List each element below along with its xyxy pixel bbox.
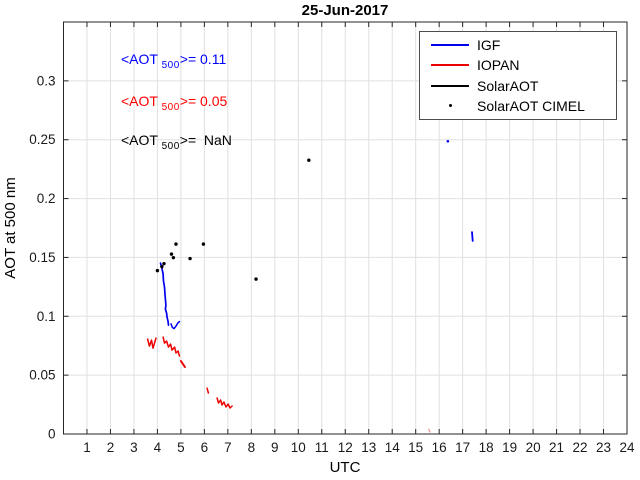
- series-segment-iopan: [146, 337, 157, 349]
- legend-item-solaraot-cimel: SolarAOT CIMEL: [420, 96, 616, 115]
- y-tick-label: 0.25: [29, 132, 55, 147]
- legend-item-solaraot: SolarAOT: [420, 76, 616, 95]
- chart-title: 25-Jun-2017: [301, 2, 389, 19]
- y-tick-label: 0.05: [29, 368, 55, 383]
- data-point-solaraot-cimel: [160, 264, 164, 269]
- x-tick-label: 22: [573, 440, 588, 455]
- series-segment-iopan: [179, 360, 186, 368]
- mean-aot-annotation-solaraot: <AOT 500>= NaN: [121, 132, 232, 152]
- annotation-value: >= NaN: [179, 132, 232, 148]
- legend-line-sample-iopan: [431, 64, 469, 67]
- x-tick-label: 7: [224, 440, 232, 455]
- legend-marker-sample-cimel: [431, 104, 469, 108]
- legend-line-sample-igf: [431, 44, 469, 47]
- x-tick-label: 19: [502, 440, 517, 455]
- legend-item-iopan: IOPAN: [420, 56, 616, 75]
- x-axis-label: UTC: [329, 459, 361, 476]
- data-point-solaraot-cimel: [162, 261, 166, 266]
- x-tick-label: 12: [338, 440, 353, 455]
- x-tick-label: 15: [408, 440, 423, 455]
- data-point-solaraot-cimel: [155, 268, 160, 273]
- annotation-value: >= 0.11: [179, 51, 227, 67]
- data-point-solaraot-cimel: [307, 158, 311, 162]
- dot-marker-icon: [448, 104, 452, 108]
- x-tick-label: 17: [455, 440, 470, 455]
- series-segment-iopan: [162, 336, 181, 357]
- x-tick-label: 8: [248, 440, 256, 455]
- annotation-value: >= 0.05: [179, 93, 228, 109]
- y-tick-label: 0: [48, 427, 56, 442]
- x-tick-label: 13: [361, 440, 376, 455]
- x-tick-label: 2: [107, 440, 115, 455]
- legend-label-iopan: IOPAN: [477, 57, 520, 74]
- series-segment-igf: [471, 231, 474, 242]
- y-tick-label: 0.15: [29, 250, 55, 265]
- blue-line-icon: [431, 44, 469, 47]
- x-tick-label: 18: [479, 440, 494, 455]
- data-point-solaraot-cimel: [169, 252, 174, 256]
- black-line-icon: [431, 84, 469, 87]
- annotation-prefix: <AOT: [121, 132, 162, 148]
- legend-line-sample-solaraot: [431, 84, 469, 87]
- annotation-subscript: 500: [161, 102, 180, 113]
- x-tick-label: 5: [177, 440, 185, 455]
- legend-label-igf: IGF: [477, 37, 501, 54]
- x-tick-label: 23: [596, 440, 611, 455]
- series-segment-iopan: [428, 428, 431, 433]
- series-segment-igf: [159, 262, 170, 326]
- x-tick-label: 9: [271, 440, 279, 455]
- mean-aot-annotation-igf: <AOT 500>= 0.11: [121, 51, 227, 71]
- x-tick-label: 21: [549, 440, 564, 455]
- legend-label-solaraot: SolarAOT: [477, 77, 539, 94]
- x-tick-label: 10: [291, 440, 306, 455]
- data-point-igf: [446, 139, 450, 143]
- mean-aot-annotation-iopan: <AOT 500>= 0.05: [121, 93, 228, 113]
- x-tick-label: 11: [315, 440, 329, 455]
- annotation-subscript: 500: [161, 60, 180, 71]
- legend-item-igf: IGF: [420, 36, 616, 55]
- series-segment-iopan: [206, 387, 210, 394]
- data-point-solaraot-cimel: [171, 255, 176, 260]
- y-tick-label: 0.2: [37, 191, 56, 206]
- series-segment-igf: [170, 320, 181, 330]
- series-segment-iopan: [216, 397, 233, 409]
- x-tick-label: 6: [201, 440, 209, 455]
- data-point-solaraot-cimel: [254, 277, 258, 281]
- annotation-subscript: 500: [161, 141, 180, 152]
- red-line-icon: [431, 64, 469, 67]
- x-tick-label: 3: [130, 440, 138, 455]
- data-point-solaraot-cimel: [174, 242, 178, 246]
- annotation-prefix: <AOT: [121, 93, 162, 109]
- legend: IGF IOPAN SolarAOT SolarAOT CIMEL: [419, 31, 617, 120]
- x-tick-label: 24: [619, 440, 635, 455]
- data-point-solaraot-cimel: [188, 256, 192, 261]
- x-tick-label: 16: [432, 440, 447, 455]
- x-tick-label: 20: [526, 440, 541, 455]
- legend-label-solaraot-cimel: SolarAOT CIMEL: [477, 97, 585, 114]
- x-tick-label: 1: [83, 440, 91, 455]
- y-tick-label: 0.1: [37, 309, 56, 324]
- x-tick-label: 4: [154, 440, 162, 455]
- annotation-prefix: <AOT: [121, 51, 162, 67]
- y-tick-label: 0.3: [37, 73, 56, 88]
- x-tick-label: 14: [385, 440, 401, 455]
- data-point-solaraot-cimel: [201, 242, 206, 246]
